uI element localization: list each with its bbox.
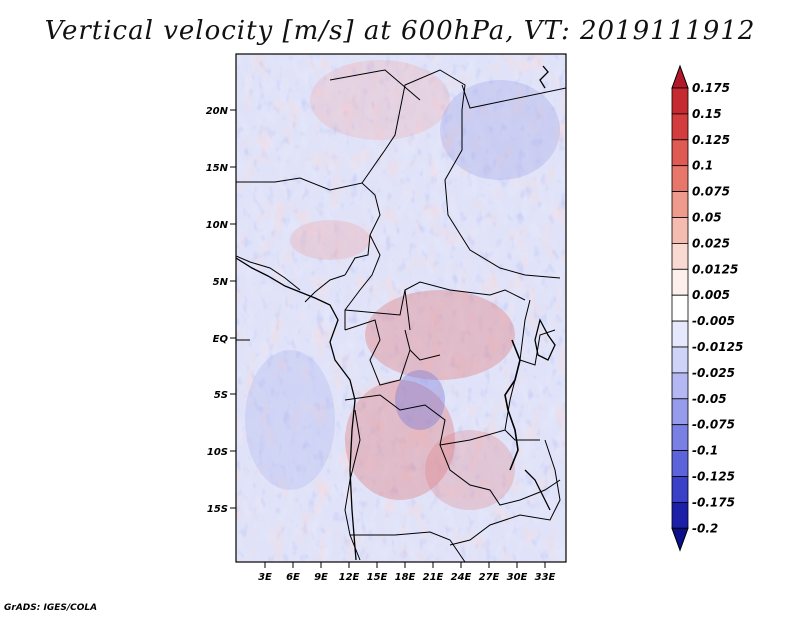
lon-label: 18E xyxy=(395,572,416,583)
latitude-axis xyxy=(230,109,236,509)
lat-label: 5S xyxy=(214,390,228,401)
colorbar-min-arrow xyxy=(671,527,689,552)
colorbar: 0.175 0.15 0.125 0.1 0.075 0.05 0.025 0.0125 0.0… xyxy=(671,64,743,552)
lon-label: 9E xyxy=(314,572,328,583)
colorbar-label: -0.175 xyxy=(692,495,735,509)
lon-label: 33E xyxy=(535,572,556,583)
colorbar-label: 0.05 xyxy=(692,211,722,225)
lat-label: 10N xyxy=(206,220,229,231)
lat-label: 20N xyxy=(206,106,229,117)
colorbar-swatch xyxy=(671,87,689,115)
colorbar-swatch xyxy=(671,346,689,374)
colorbar-label: 0.125 xyxy=(692,133,730,147)
colorbar-swatch xyxy=(671,501,689,529)
colorbar-label: 0.025 xyxy=(692,236,730,250)
lon-label: 6E xyxy=(286,572,300,583)
colorbar-swatch xyxy=(671,424,689,452)
colorbar-swatch xyxy=(671,372,689,400)
lon-label: 30E xyxy=(507,572,528,583)
lat-label: 15S xyxy=(207,504,228,515)
colorbar-label: 0.175 xyxy=(692,81,730,95)
lon-label: 24E xyxy=(451,572,472,583)
colorbar-label: -0.025 xyxy=(692,366,735,380)
coastlines xyxy=(236,65,556,561)
lon-label: 21E xyxy=(423,572,444,583)
colorbar-label: 0.075 xyxy=(692,185,730,199)
colorbar-swatch xyxy=(671,217,689,244)
colorbar-swatch xyxy=(671,294,689,322)
lon-label: 12E xyxy=(339,572,360,583)
colorbar-swatch xyxy=(671,268,689,296)
colorbar-swatch xyxy=(671,398,689,426)
colorbar-label: -0.075 xyxy=(692,418,735,432)
lat-label: EQ xyxy=(213,334,229,345)
colorbar-swatch xyxy=(671,139,689,167)
longitude-axis xyxy=(264,562,546,568)
colorbar-label: -0.2 xyxy=(692,521,718,535)
colorbar-swatch xyxy=(671,242,689,270)
colorbar-swatch xyxy=(671,113,689,141)
lat-label: 15N xyxy=(206,163,229,174)
colorbar-label: 0.0125 xyxy=(692,262,738,276)
colorbar-label: -0.005 xyxy=(692,314,735,328)
colorbar-swatch xyxy=(671,320,689,348)
lon-label: 27E xyxy=(479,572,500,583)
lat-label: 5N xyxy=(213,277,229,288)
colorbar-swatch xyxy=(671,191,689,218)
lat-label: 10S xyxy=(207,447,228,458)
lon-label: 3E xyxy=(258,572,272,583)
colorbar-swatch xyxy=(671,476,689,503)
colorbar-swatch xyxy=(671,165,689,192)
map-title: Vertical velocity [m/s] at 600hPa, VT: 2… xyxy=(44,16,756,46)
lon-label: 15E xyxy=(367,572,388,583)
colorbar-max-arrow xyxy=(671,64,689,89)
colorbar-label: 0.005 xyxy=(692,288,730,302)
colorbar-label: -0.1 xyxy=(692,444,718,458)
colorbar-label: 0.1 xyxy=(692,159,713,173)
footer-credit: GrADS: IGES/COLA xyxy=(4,603,98,613)
colorbar-label: -0.125 xyxy=(692,470,735,484)
map-frame xyxy=(235,53,567,563)
colorbar-label: -0.0125 xyxy=(692,340,743,354)
colorbar-label: 0.15 xyxy=(692,107,722,121)
colorbar-label: -0.05 xyxy=(692,392,727,406)
colorbar-swatch xyxy=(671,450,689,477)
